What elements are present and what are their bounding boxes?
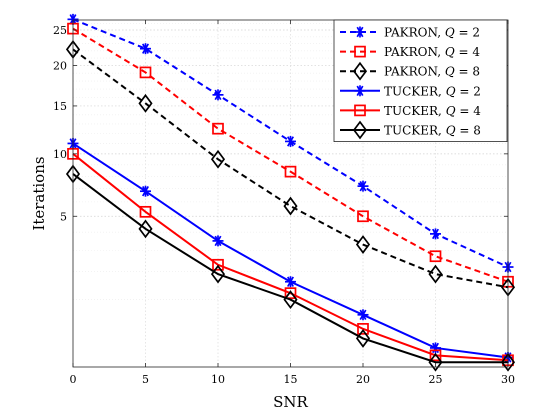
x-tick-label: 5 (142, 373, 149, 386)
x-tick-label: 20 (356, 373, 370, 386)
data-point (352, 120, 368, 140)
data-point (140, 185, 151, 197)
legend-item: TUCKER, Q = 8 (340, 120, 481, 140)
data-point (210, 264, 226, 284)
y-tick-label: 5 (60, 210, 67, 223)
data-point (212, 122, 224, 135)
series-pakron-q-8 (65, 39, 516, 297)
y-tick-label: 10 (53, 148, 67, 161)
y-tick-label: 25 (53, 24, 67, 37)
data-point (500, 352, 516, 372)
data-point (354, 26, 366, 38)
legend-item: PAKRON, Q = 8 (340, 61, 480, 81)
data-point (430, 228, 441, 240)
data-point (429, 250, 442, 263)
data-point (357, 323, 369, 335)
data-point (428, 352, 443, 372)
data-point (285, 276, 296, 288)
data-point (355, 328, 371, 348)
legend-label: PAKRON, Q = 8 (384, 65, 480, 79)
data-point (212, 258, 224, 271)
data-point (138, 93, 153, 113)
legend-label: TUCKER, Q = 8 (384, 124, 481, 138)
series-line (72, 27, 509, 283)
x-tick-label: 15 (284, 373, 298, 386)
legend-box (333, 19, 508, 142)
data-point (354, 85, 366, 97)
data-point (285, 135, 296, 147)
legend-label: TUCKER, Q = 2 (384, 84, 481, 98)
x-tick-label: 25 (429, 373, 443, 386)
legend-item: TUCKER, Q = 4 (340, 104, 481, 118)
data-point (212, 89, 224, 101)
legend-item: TUCKER, Q = 2 (340, 84, 481, 98)
series-pakron-q-4 (67, 22, 514, 288)
series-line (72, 48, 509, 289)
y-tick-label: 20 (53, 60, 67, 73)
data-point (210, 149, 226, 169)
data-point (140, 43, 151, 55)
data-point (139, 205, 152, 218)
data-point (283, 290, 298, 310)
data-point (357, 210, 369, 223)
legend-label: PAKRON, Q = 4 (384, 45, 480, 59)
x-axis-label: SNR (273, 393, 308, 411)
x-tick-label: 30 (501, 373, 515, 386)
series-tucker-q-8 (65, 164, 516, 372)
data-point (429, 349, 442, 362)
x-tick-label: 10 (211, 373, 225, 386)
data-point (212, 235, 224, 247)
legend: PAKRON, Q = 2 PAKRON, Q = 4 PAKRON, Q = 8 T… (333, 19, 508, 142)
data-point (354, 45, 366, 58)
data-point (357, 180, 369, 192)
data-point (354, 104, 366, 117)
data-point (355, 235, 371, 254)
series-line (72, 173, 508, 364)
data-point (428, 264, 443, 284)
data-point (352, 61, 368, 81)
legend-item: PAKRON, Q = 2 (340, 26, 480, 40)
data-point (138, 219, 153, 239)
data-point (357, 309, 369, 321)
legend-label: TUCKER, Q = 4 (384, 104, 481, 118)
y-axis-label: Iterations (30, 156, 48, 230)
series-layer (65, 13, 516, 372)
data-point (284, 287, 297, 300)
data-point (283, 196, 298, 216)
legend-label: PAKRON, Q = 2 (384, 26, 480, 40)
x-tick-label: 0 (70, 373, 77, 386)
legend-item: PAKRON, Q = 4 (340, 45, 480, 59)
data-point (284, 165, 297, 178)
y-tick-label: 15 (53, 100, 67, 113)
data-point (139, 66, 152, 79)
